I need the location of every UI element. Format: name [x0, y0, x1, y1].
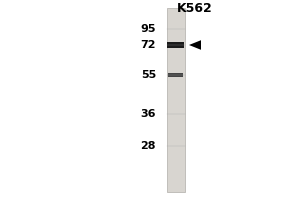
Text: 95: 95	[140, 24, 156, 34]
Bar	[167, 42, 184, 48]
Bar	[167, 8, 184, 192]
Polygon shape	[189, 40, 201, 50]
Bar	[168, 73, 183, 77]
Text: 72: 72	[140, 40, 156, 50]
Text: K562: K562	[177, 2, 213, 16]
Text: 36: 36	[140, 109, 156, 119]
Text: 28: 28	[140, 141, 156, 151]
Text: 55: 55	[141, 70, 156, 80]
